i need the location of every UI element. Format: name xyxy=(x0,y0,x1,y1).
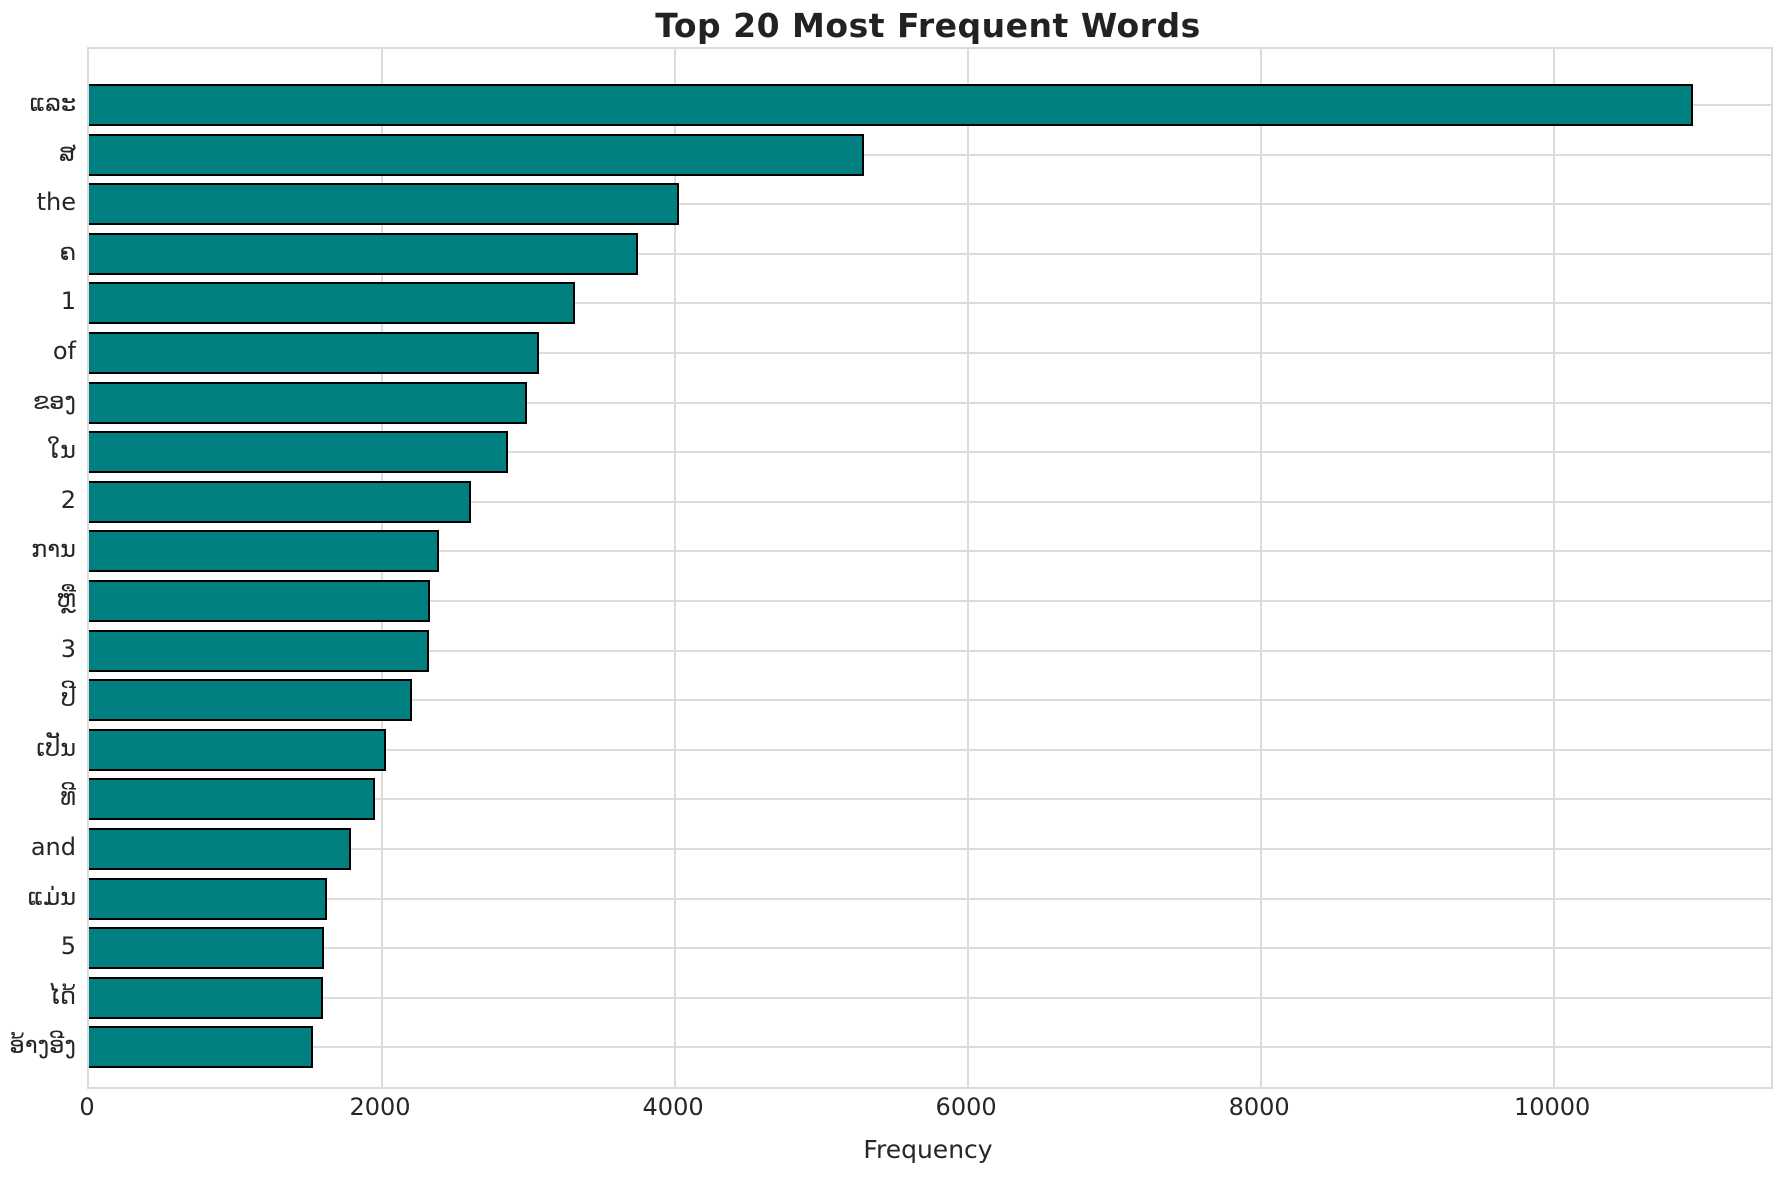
gridline-horizontal xyxy=(89,897,1771,900)
y-tick-label: ສ xyxy=(59,138,76,167)
bar xyxy=(89,580,431,622)
bar xyxy=(89,927,325,970)
bar xyxy=(89,629,429,672)
y-tick-label: ເປັນ xyxy=(36,733,76,762)
bar xyxy=(89,84,1694,126)
gridline-horizontal xyxy=(89,1046,1771,1049)
y-tick-label: ໄດ້ xyxy=(48,981,76,1010)
bar xyxy=(89,679,413,722)
bar xyxy=(89,778,375,821)
y-tick-label: ອ້າງອີງ xyxy=(9,1031,76,1060)
gridline-horizontal xyxy=(89,996,1771,999)
y-tick-label: ຂອງ xyxy=(32,386,76,415)
x-tick-label: 4000 xyxy=(642,1093,704,1121)
gridline-vertical xyxy=(674,49,677,1087)
y-tick-label: ການ xyxy=(31,535,76,564)
y-tick-label: ປີ xyxy=(61,684,76,713)
gridline-horizontal xyxy=(89,600,1771,602)
y-tick-label: ແລະ xyxy=(29,89,76,117)
gridline-horizontal xyxy=(89,302,1771,305)
y-tick-label: 2 xyxy=(60,485,76,514)
plot-area xyxy=(87,47,1773,1089)
y-tick-label: ຄ xyxy=(59,237,76,266)
y-tick-label: of xyxy=(52,337,76,365)
gridline-horizontal xyxy=(89,352,1771,354)
gridline-horizontal xyxy=(89,500,1771,503)
bar xyxy=(89,332,539,374)
y-tick-label: 1 xyxy=(60,287,76,316)
x-axis-title: Frequency xyxy=(863,1135,993,1164)
bar xyxy=(89,976,324,1019)
gridline-vertical xyxy=(1553,49,1556,1087)
x-tick-label: 0 xyxy=(79,1093,95,1121)
y-tick-label: ແມ່ນ xyxy=(27,882,76,911)
gridline-horizontal xyxy=(89,798,1771,801)
gridline-horizontal xyxy=(89,252,1771,255)
gridline-horizontal xyxy=(89,748,1771,751)
bar xyxy=(89,1026,314,1069)
x-tick-label: 10000 xyxy=(1513,1093,1591,1121)
gridline-horizontal xyxy=(89,550,1771,553)
x-axis-ticks: 0 2000 4000 6000 8000 10000 xyxy=(79,1093,1769,1127)
bar xyxy=(89,183,680,226)
bar xyxy=(89,828,351,870)
bar xyxy=(89,133,865,176)
y-tick-label: ຫຼື xyxy=(56,585,76,613)
gridline-vertical xyxy=(1260,49,1263,1087)
gridline-horizontal xyxy=(89,947,1771,950)
bar xyxy=(89,431,509,474)
y-tick-label: ທີ xyxy=(60,783,76,812)
bar xyxy=(89,282,575,325)
x-tick-label: 6000 xyxy=(935,1093,997,1121)
bar xyxy=(89,530,440,573)
y-tick-label: and xyxy=(30,833,76,861)
gridline-horizontal xyxy=(89,451,1771,454)
gridline-horizontal xyxy=(89,153,1771,156)
bar xyxy=(89,381,528,424)
bar xyxy=(89,480,472,523)
y-tick-label: 5 xyxy=(60,932,76,961)
x-tick-label: 8000 xyxy=(1228,1093,1290,1121)
gridline-horizontal xyxy=(89,848,1771,850)
gridline-horizontal xyxy=(89,203,1771,206)
bar xyxy=(89,232,638,275)
y-axis-labels: ແລະສ the ຄ 1 of ຂອງໃນ 2 ການຫຼື 3 ປີເປັນທີ and ແມ່ນ 5… xyxy=(0,47,76,1085)
bar xyxy=(89,728,387,771)
x-tick-label: 2000 xyxy=(349,1093,411,1121)
y-tick-label: ໃນ xyxy=(47,436,76,465)
y-tick-label: the xyxy=(36,188,76,217)
bar xyxy=(89,877,328,920)
chart-title: Top 20 Most Frequent Words xyxy=(655,6,1201,45)
gridline-horizontal xyxy=(89,401,1771,404)
y-tick-label: 3 xyxy=(60,634,76,663)
gridline-horizontal xyxy=(89,699,1771,702)
gridline-horizontal xyxy=(89,649,1771,652)
gridline-vertical xyxy=(967,49,970,1087)
